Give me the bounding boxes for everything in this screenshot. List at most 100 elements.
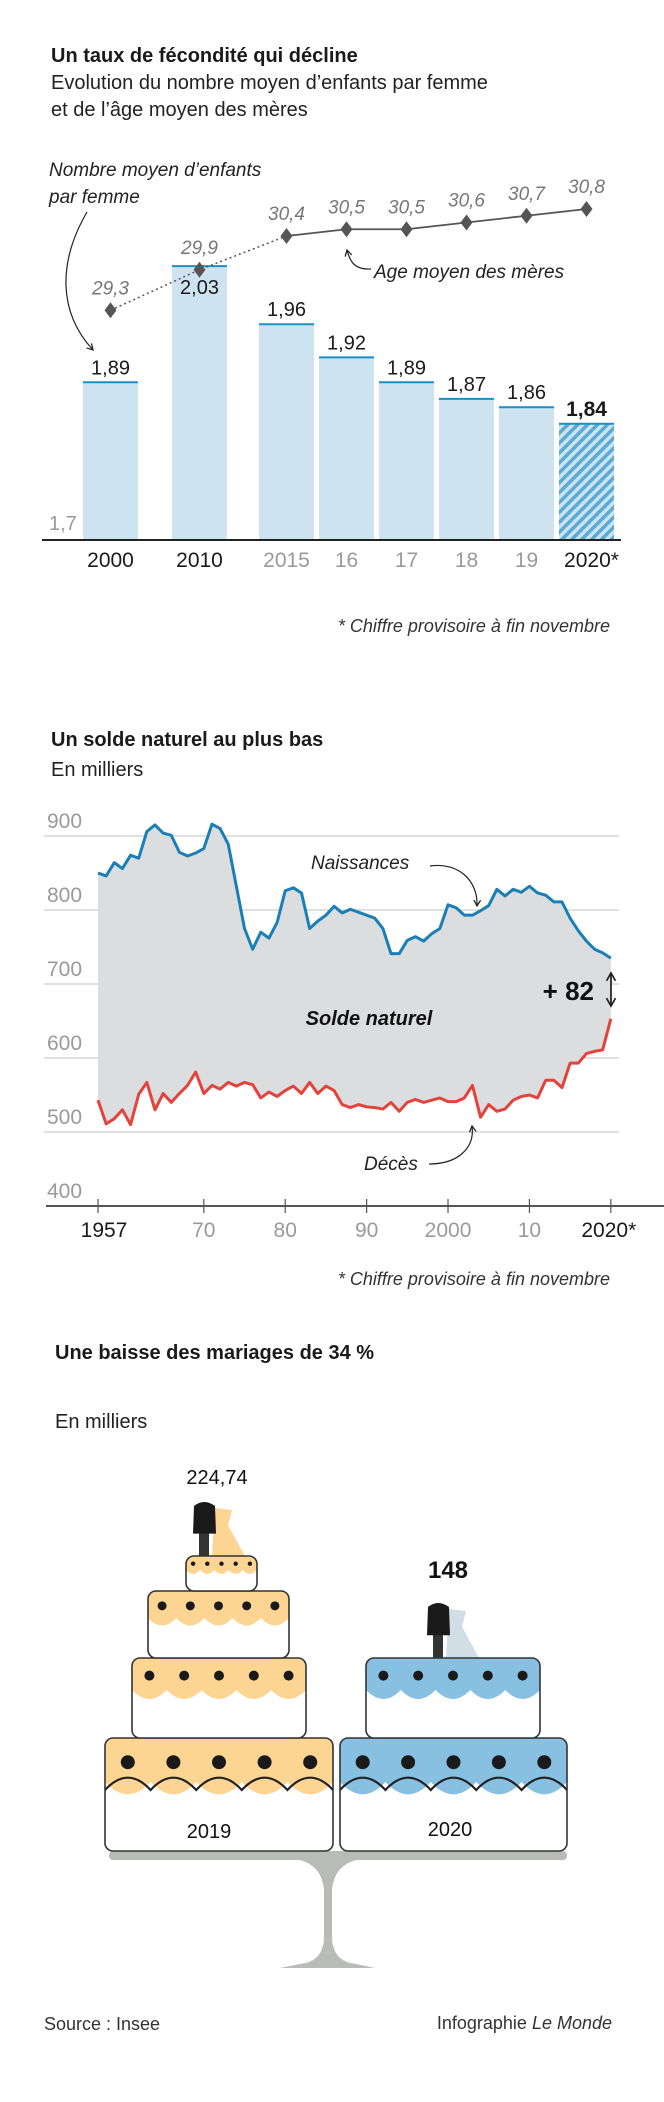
icing-dot [205,1561,210,1566]
tier-outline [365,1657,541,1739]
chart-title: Un taux de fécondité qui décline [51,45,358,67]
age-value-label: 30,6 [448,191,485,212]
age-diamond-marker [193,261,206,278]
age-diamond-marker [400,221,413,238]
age-value-label: 30,5 [328,197,365,218]
icing-dot [233,1561,238,1566]
icing-dot [166,1755,181,1770]
bar-2015 [259,324,314,540]
age-diamond-marker [340,221,353,238]
tier-wave-line [105,1776,333,1792]
x-ticks: 1957 70 80 90 2000 10 2020* [81,1199,636,1242]
year-label-2019: 2019 [187,1821,232,1843]
credit-brand: Le Monde [532,2013,612,2033]
bar-2020* [559,423,614,540]
bar-value-label: 1,89 [387,357,426,379]
year-label-2020: 2020 [428,1819,473,1841]
y-min-label: 1,7 [49,513,77,535]
cakes [104,1502,568,1852]
source: Source : Insee [44,2014,160,2034]
age-value-label: 29,3 [91,278,129,299]
age-value-label: 30,8 [568,177,605,198]
gap-label: + 82 [543,976,594,1006]
deaths-annotation-arrow [428,1124,477,1165]
bar-value-label: 1,96 [267,299,306,321]
couple-2019-icon [193,1502,245,1556]
icing-dot [247,1561,253,1566]
icing-dot [537,1755,552,1770]
bar-2010 [172,266,227,540]
icing-dot [214,1601,223,1611]
cake-2020-tier-1 [339,1737,568,1852]
icing-dot [491,1755,506,1770]
chart-title: Une baisse des mariages de 34 % [55,1342,374,1364]
x-tick-label: 10 [518,1219,541,1242]
age-diamond-marker [280,228,293,244]
tier-outline [185,1555,258,1592]
solde-naturel-label: Solde naturel [306,1008,433,1030]
solde-naturel-area [98,824,611,1125]
icing-dot [355,1755,370,1770]
deaths-line [96,1018,613,1127]
x-tick-label: 2015 [263,549,310,572]
credit-prefix: Infographie [437,2013,532,2033]
x-tick-label: 90 [355,1219,378,1242]
y-tick-label: 500 [47,1106,82,1129]
bar-18 [439,398,494,540]
x-tick-label: 80 [274,1219,297,1242]
x-tick-label: 19 [515,549,538,572]
y-tick-label: 900 [47,810,82,833]
natural-balance-chart: Un solde naturel au plus bas En milliers… [44,729,664,1289]
births-annotation: Naissances [311,853,410,874]
bar-19 [499,407,554,540]
bar-16 [319,357,374,540]
births-line [97,822,612,960]
y-tick-label: 600 [47,1032,82,1055]
icing-dot [283,1670,294,1681]
cake-2020-tier-2 [365,1657,541,1739]
bars-annotation-line-2: par femme [48,187,140,208]
groom-legs [199,1530,209,1556]
x-tick-label: 2020* [564,549,619,572]
marriages-chart: Une baisse des mariages de 34 % En milli… [55,1342,568,1968]
x-tick-label: 16 [335,549,358,572]
icing-dot [448,1670,458,1681]
chart-subtitle: En milliers [51,759,143,781]
age-value-label: 30,7 [508,184,546,205]
x-tick-label: 70 [192,1219,215,1242]
x-tick-label: 1957 [81,1219,128,1242]
footnote: * Chiffre provisoire à fin novembre [338,1269,610,1289]
icing-dot [517,1670,528,1681]
bar-value-label: 1,84 [566,398,607,421]
icing-dot [190,1561,196,1566]
bars-annotation-arrow [65,211,94,351]
cake-stand-icon [109,1851,567,1968]
icing-dot [214,1670,224,1681]
bar-value-label: 1,92 [327,332,366,354]
age-annotation-arrow [344,248,372,270]
age-line [286,208,587,237]
cake-2019-tier-4 [185,1555,258,1592]
credit: Infographie Le Monde [437,2013,612,2033]
icing-dot [413,1670,424,1681]
births-annotation-arrow [429,864,482,908]
icing-dot [482,1670,493,1681]
bar-value-label: 1,89 [91,357,130,379]
footnote: * Chiffre provisoire à fin novembre [338,616,610,636]
cake-2019-tier-2 [131,1657,307,1739]
age-annotation: Age moyen des mères [373,262,565,283]
age-diamond-marker [104,302,117,319]
icing-dot [185,1601,195,1611]
icing-dot [248,1670,259,1681]
icing-dot [242,1601,252,1611]
x-tick-label: 2000 [87,549,134,572]
chart-subtitle: En milliers [55,1411,147,1433]
cake-2019-tier-3 [147,1590,290,1659]
bar-17 [379,382,434,540]
icing-dot [446,1755,461,1770]
icing-dot [257,1755,272,1770]
age-value-label: 30,4 [268,204,305,225]
groom-legs [433,1632,443,1658]
icing-dot [219,1561,224,1566]
